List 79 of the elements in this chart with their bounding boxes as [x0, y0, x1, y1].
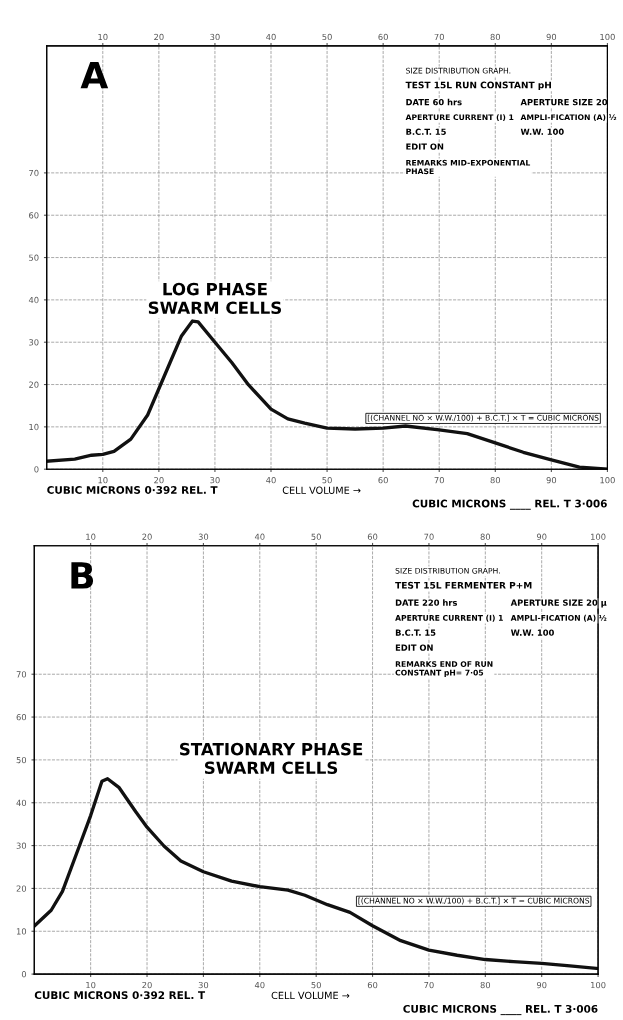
x2-tick-label: 30 — [198, 981, 209, 989]
x-tick-label: 10 — [98, 33, 108, 41]
text: CUBIC MICRONS 0·392 REL. T — [34, 991, 206, 1000]
y-tick-label: 10 — [16, 928, 27, 935]
x2-tick-label: 60 — [367, 981, 378, 989]
y-tick-label: 30 — [16, 842, 27, 849]
x-tick-label: 90 — [536, 533, 547, 540]
y-tick-label: 0 — [21, 971, 27, 978]
x2-tick-label: 40 — [254, 981, 265, 989]
chart-title: B — [71, 562, 94, 589]
text: CUBIC MICRONS ____ REL. T 3·006 — [412, 499, 607, 510]
x-tick-label: 30 — [210, 33, 220, 41]
x-tick-label: 50 — [311, 533, 321, 540]
text: CUBIC MICRONS 0·392 REL. T — [47, 486, 218, 494]
x2-tick-label: 10 — [86, 981, 96, 989]
y-tick-label: 70 — [16, 671, 27, 678]
annotation: W.W. 100 — [520, 128, 564, 135]
x2-tick-label: 50 — [311, 981, 321, 989]
x2-tick-label: 30 — [210, 476, 220, 484]
y-tick-label: 50 — [29, 254, 39, 261]
x2-tick-label: 100 — [600, 476, 615, 484]
x-tick-label: 40 — [266, 33, 276, 41]
x-tick-label: 100 — [591, 533, 606, 540]
text: CUBIC MICRONS ____ REL. T 3·006 — [403, 1004, 598, 1016]
annotation: EDIT ON — [406, 143, 444, 150]
x2-tick-label: 20 — [154, 476, 164, 484]
x2-tick-label: 70 — [424, 981, 434, 989]
x-tick-label: 70 — [434, 33, 444, 41]
x-tick-label: 30 — [198, 533, 209, 540]
annotation: TEST 15L RUN CONSTANT pH — [405, 81, 551, 91]
x-tick-label: 40 — [254, 533, 265, 540]
annotation: DATE 60 hrs — [406, 98, 462, 106]
x-tick-label: 100 — [600, 33, 615, 41]
annotation: DATE 220 hrs — [395, 599, 458, 606]
annotation: W.W. 100 — [510, 629, 554, 636]
annotation: EDIT ON — [395, 644, 433, 651]
x2-tick-label: 80 — [480, 981, 491, 989]
x-tick-label: 20 — [154, 33, 164, 41]
x2-tick-label: 100 — [591, 981, 606, 989]
x2-tick-label: 60 — [378, 476, 388, 484]
y-tick-label: 20 — [29, 381, 39, 388]
x2-tick-label: 50 — [322, 476, 332, 484]
annotation: TEST 15L FERMENTER P+M — [395, 581, 532, 589]
x-tick-label: 80 — [480, 533, 491, 540]
y-tick-label: 20 — [16, 885, 27, 892]
x-tick-label: 10 — [86, 533, 96, 540]
x2-tick-label: 90 — [536, 981, 547, 989]
x2-tick-label: 90 — [546, 476, 557, 484]
x-tick-label: 60 — [378, 33, 388, 41]
annotation: B.C.T. 15 — [395, 629, 436, 636]
x2-tick-label: 40 — [266, 476, 276, 484]
x-tick-label: 20 — [142, 533, 152, 540]
annotation: APERTURE SIZE 20 — [520, 98, 608, 106]
x2-tick-label: 80 — [490, 476, 501, 484]
y-tick-label: 10 — [29, 423, 39, 431]
y-tick-label: 30 — [29, 339, 39, 346]
text: CELL VOLUME → — [271, 991, 350, 1000]
annotation: B.C.T. 15 — [406, 128, 446, 135]
line-series — [34, 777, 599, 971]
y-tick-label: 60 — [16, 714, 27, 721]
chart-title: A — [80, 61, 109, 89]
x-tick-label: 60 — [367, 533, 378, 540]
x-tick-label: 70 — [424, 533, 434, 540]
annotation: APERTURE SIZE 20 μ — [510, 599, 607, 608]
y-tick-label: 50 — [16, 756, 27, 764]
y-tick-label: 40 — [28, 296, 39, 304]
y-tick-label: 40 — [16, 799, 27, 807]
x-tick-label: 80 — [490, 33, 501, 41]
y-tick-label: 70 — [29, 169, 39, 177]
x2-tick-label: 10 — [98, 476, 108, 484]
annotation: LOG PHASE SWARM CELLS — [148, 282, 282, 315]
x-tick-label: 90 — [546, 33, 557, 41]
y-tick-label: 60 — [29, 212, 39, 219]
y-tick-label: 0 — [34, 466, 39, 473]
x2-tick-label: 70 — [434, 476, 444, 484]
annotation: STATIONARY PHASE SWARM CELLS — [180, 742, 363, 775]
text: CELL VOLUME → — [282, 486, 361, 494]
x-tick-label: 50 — [322, 33, 332, 41]
x2-tick-label: 20 — [142, 981, 152, 989]
